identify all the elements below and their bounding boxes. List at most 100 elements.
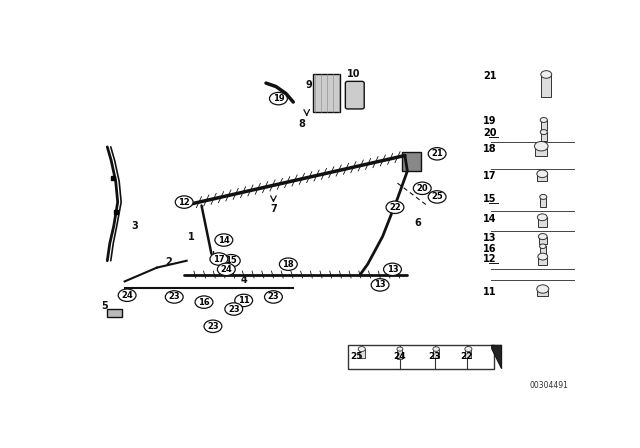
Bar <box>535 146 547 156</box>
Circle shape <box>413 182 431 194</box>
Circle shape <box>358 347 365 352</box>
Circle shape <box>428 191 446 203</box>
Circle shape <box>538 233 547 240</box>
Polygon shape <box>492 345 502 369</box>
Text: 23: 23 <box>428 352 441 361</box>
Text: 19: 19 <box>483 116 497 126</box>
Bar <box>539 237 547 244</box>
Circle shape <box>538 253 548 260</box>
Circle shape <box>538 214 547 221</box>
Bar <box>538 217 547 227</box>
Circle shape <box>465 347 472 352</box>
Bar <box>538 174 547 181</box>
Text: 1: 1 <box>188 232 195 241</box>
Text: 19: 19 <box>273 94 284 103</box>
Text: 12: 12 <box>179 198 190 207</box>
Text: 7: 7 <box>270 204 277 214</box>
Circle shape <box>235 294 253 306</box>
Circle shape <box>215 234 233 246</box>
Text: 11: 11 <box>483 287 497 297</box>
Text: 18: 18 <box>483 144 497 154</box>
Circle shape <box>210 253 228 265</box>
Text: 17: 17 <box>483 171 497 181</box>
Text: 12: 12 <box>483 254 497 264</box>
Circle shape <box>204 320 222 332</box>
Bar <box>540 197 547 207</box>
Bar <box>397 349 403 359</box>
Text: 18: 18 <box>282 260 294 269</box>
Text: 21: 21 <box>483 71 497 81</box>
Circle shape <box>175 196 193 208</box>
Circle shape <box>386 201 404 214</box>
Bar <box>541 74 551 97</box>
Text: 6: 6 <box>414 218 420 228</box>
Text: 3: 3 <box>131 221 138 231</box>
Text: 20: 20 <box>483 128 497 138</box>
Text: 9: 9 <box>305 81 312 90</box>
Text: 23: 23 <box>207 322 219 331</box>
Circle shape <box>269 92 287 105</box>
Text: 16: 16 <box>198 297 210 306</box>
Circle shape <box>222 254 240 267</box>
Text: 10: 10 <box>346 69 360 79</box>
Bar <box>108 309 122 317</box>
Circle shape <box>540 244 546 249</box>
Text: 23: 23 <box>228 305 239 314</box>
Text: 25: 25 <box>431 193 443 202</box>
Bar <box>313 74 340 112</box>
Text: 11: 11 <box>238 296 250 305</box>
Text: 4: 4 <box>240 275 247 285</box>
Circle shape <box>371 279 389 291</box>
Circle shape <box>537 170 548 177</box>
Text: 21: 21 <box>431 149 443 158</box>
Text: 8: 8 <box>299 120 306 129</box>
Text: 25: 25 <box>351 352 363 361</box>
Text: 00304491: 00304491 <box>530 381 568 390</box>
Circle shape <box>537 285 548 293</box>
Bar <box>540 246 546 254</box>
Bar <box>465 349 471 358</box>
Circle shape <box>118 289 136 302</box>
Bar <box>538 289 548 296</box>
Text: 15: 15 <box>483 194 497 204</box>
Text: 20: 20 <box>417 184 428 193</box>
Text: 24: 24 <box>121 291 133 300</box>
Text: 15: 15 <box>225 256 237 265</box>
Text: 23: 23 <box>168 293 180 302</box>
Text: 16: 16 <box>483 244 497 254</box>
Circle shape <box>540 129 547 134</box>
Text: 23: 23 <box>268 293 279 302</box>
Circle shape <box>397 347 403 351</box>
Bar <box>538 257 547 265</box>
Text: 14: 14 <box>483 214 497 224</box>
FancyBboxPatch shape <box>346 82 364 109</box>
Text: 5: 5 <box>101 301 108 310</box>
Circle shape <box>218 263 236 276</box>
Bar <box>541 120 547 130</box>
Text: 13: 13 <box>483 233 497 243</box>
Text: 13: 13 <box>387 265 398 274</box>
Text: 22: 22 <box>389 203 401 212</box>
Text: 24: 24 <box>220 265 232 274</box>
Text: 22: 22 <box>461 352 473 361</box>
Bar <box>541 132 547 141</box>
Circle shape <box>225 303 243 315</box>
Bar <box>359 349 365 358</box>
Circle shape <box>165 291 183 303</box>
Circle shape <box>280 258 297 271</box>
Circle shape <box>433 347 440 351</box>
Circle shape <box>540 117 547 122</box>
Text: 17: 17 <box>213 254 225 263</box>
Circle shape <box>540 194 547 199</box>
Circle shape <box>428 147 446 160</box>
Bar <box>403 152 421 171</box>
Circle shape <box>264 291 282 303</box>
Text: 14: 14 <box>218 236 230 245</box>
Bar <box>433 349 439 358</box>
Text: 24: 24 <box>394 352 406 361</box>
Text: 13: 13 <box>374 280 386 289</box>
Circle shape <box>383 263 401 276</box>
Text: 2: 2 <box>165 258 172 267</box>
Circle shape <box>534 142 548 151</box>
Circle shape <box>541 71 552 78</box>
